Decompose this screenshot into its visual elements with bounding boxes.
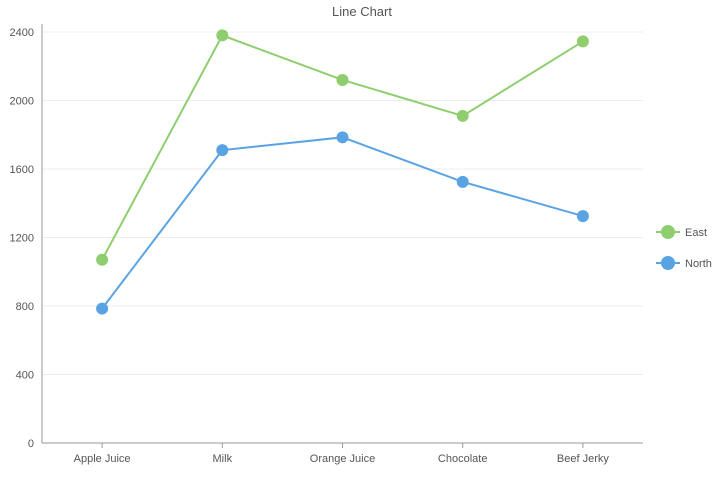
data-point[interactable] xyxy=(576,210,589,223)
series xyxy=(96,29,589,315)
x-tick-label: Orange Juice xyxy=(310,453,375,465)
legend-item-north[interactable]: North xyxy=(656,256,712,270)
data-point[interactable] xyxy=(336,131,349,144)
series-line xyxy=(101,136,584,310)
series-line xyxy=(101,34,584,261)
y-tick-label: 1200 xyxy=(10,233,34,245)
data-point[interactable] xyxy=(576,35,589,48)
y-tick-label: 2000 xyxy=(10,96,34,108)
legend-label: East xyxy=(685,227,707,239)
data-point[interactable] xyxy=(216,144,229,157)
axes xyxy=(41,24,643,448)
y-tick-label: 1600 xyxy=(10,164,34,176)
data-point[interactable] xyxy=(216,29,229,42)
data-point[interactable] xyxy=(96,253,109,266)
x-tick-label: Milk xyxy=(213,453,233,465)
y-tick-label: 400 xyxy=(16,370,34,382)
x-tick-labels: Apple Juice Milk Orange Juice Chocolate Beef… xyxy=(74,453,610,465)
legend[interactable]: East North xyxy=(656,225,712,270)
x-tick-label: Apple Juice xyxy=(74,453,131,465)
data-point[interactable] xyxy=(336,73,349,86)
x-tick-label: Beef Jerky xyxy=(557,453,609,465)
legend-swatch-marker xyxy=(661,225,675,239)
gridlines xyxy=(42,31,643,375)
y-tick-label: 2400 xyxy=(10,27,34,39)
y-tick-labels: 0 400 800 1200 1600 2000 2400 xyxy=(10,27,34,450)
data-point[interactable] xyxy=(456,175,469,188)
y-tick-label: 800 xyxy=(16,301,34,313)
chart-title: Line Chart xyxy=(332,4,392,19)
legend-label: North xyxy=(685,258,712,270)
data-point[interactable] xyxy=(96,302,109,315)
data-point[interactable] xyxy=(456,109,469,122)
x-tick-label: Chocolate xyxy=(438,453,488,465)
legend-item-east[interactable]: East xyxy=(656,225,707,239)
series-east xyxy=(96,29,589,266)
legend-swatch-marker xyxy=(661,256,675,270)
y-tick-label: 0 xyxy=(28,438,34,450)
series-north xyxy=(96,131,589,315)
